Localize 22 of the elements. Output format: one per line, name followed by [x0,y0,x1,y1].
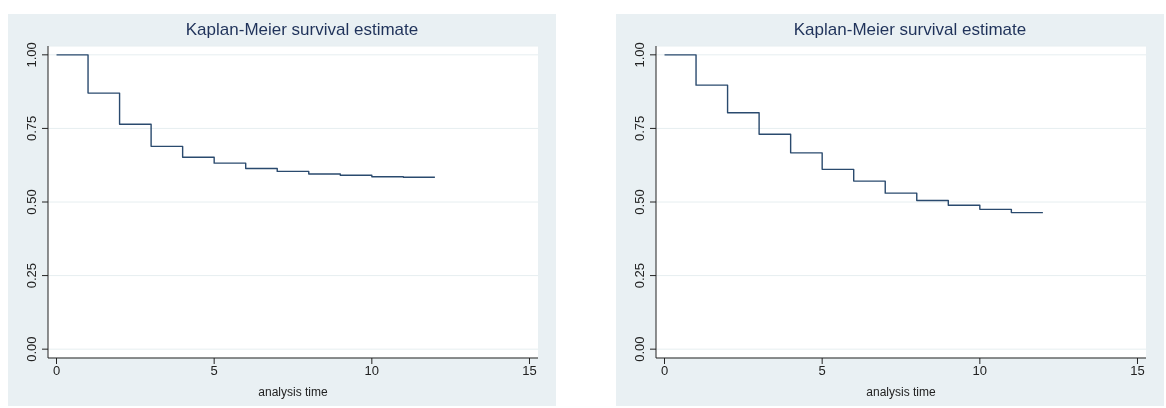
chart-title: Kaplan-Meier survival estimate [184,20,420,40]
x-tick-label: 0 [660,363,669,379]
chart-title: Kaplan-Meier survival estimate [792,20,1028,40]
y-tick-label: 0.00 [632,336,647,362]
y-tick-label: 0.25 [24,262,39,289]
x-tick-label: 5 [818,363,826,379]
y-tick-label: 1.00 [24,42,39,68]
x-tick-label: 15 [1130,363,1145,379]
x-tick-label: 10 [364,363,380,379]
x-tick-label: 5 [210,363,218,379]
y-tick-label: 0.75 [24,115,39,142]
x-tick-label: 15 [522,363,537,379]
y-tick-label: 0.50 [632,189,647,215]
x-tick-label: 10 [972,363,988,379]
x-tick-label: 0 [52,363,61,379]
y-tick-label: 0.25 [632,262,647,289]
x-axis-title: analysis time [866,385,936,399]
y-tick-label: 0.00 [24,336,39,362]
x-axis-title: analysis time [258,385,328,399]
y-tick-label: 0.75 [632,115,647,142]
y-tick-label: 1.00 [632,42,647,68]
y-tick-label: 0.50 [24,189,39,215]
